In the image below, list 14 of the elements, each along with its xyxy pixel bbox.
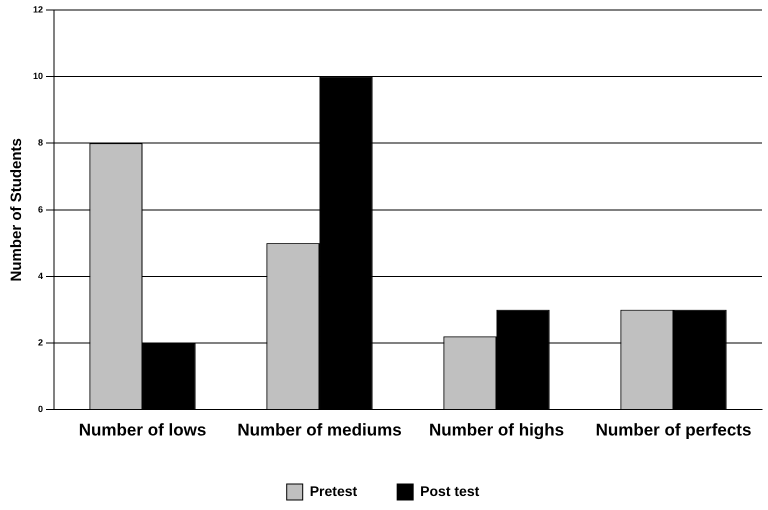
y-axis-title: Number of Students [8, 138, 26, 282]
x-tick-label: Number of perfects [596, 420, 752, 440]
y-tick-label: 8 [38, 138, 44, 148]
legend-label: Post test [420, 482, 480, 499]
y-tick-label: 6 [38, 204, 44, 214]
y-tick-label: 10 [32, 71, 44, 82]
x-tick-label: Number of mediums [237, 420, 402, 440]
x-tick-label: Number of highs [428, 420, 564, 440]
legend-label: Pretest [310, 482, 358, 499]
y-tick-label: 2 [38, 337, 44, 348]
x-tick-label: Number of lows [78, 420, 206, 440]
y-tick-label: 0 [38, 404, 44, 414]
y-tick-label: 12 [32, 4, 44, 14]
y-tick-label: 4 [38, 270, 44, 281]
